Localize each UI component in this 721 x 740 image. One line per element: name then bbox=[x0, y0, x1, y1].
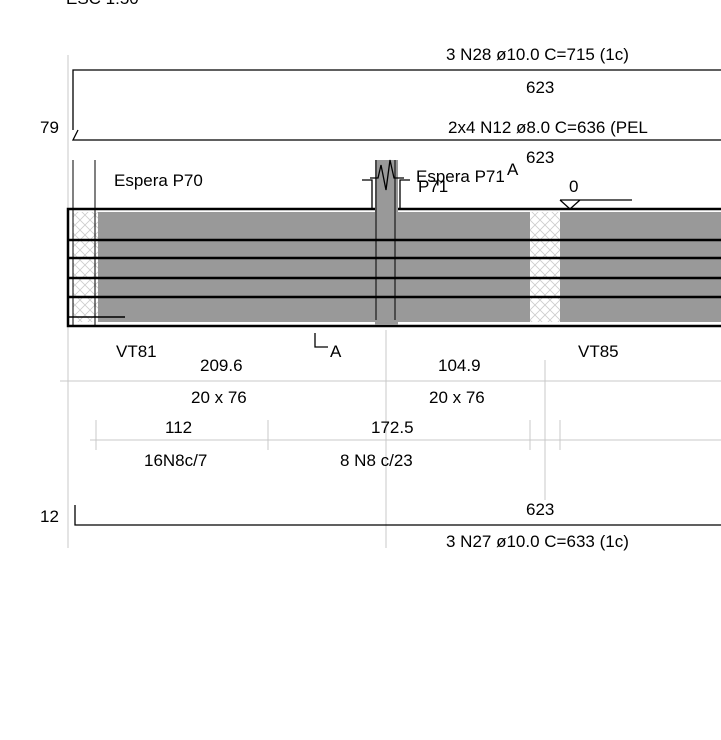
stirrup-spec: 8 N8 c/23 bbox=[340, 451, 413, 470]
scale: ESC 1:50 bbox=[66, 0, 139, 8]
section-bottom: A bbox=[330, 342, 342, 361]
stirrup-length: 112 bbox=[165, 418, 192, 437]
bottom-bar-length: 623 bbox=[526, 500, 554, 519]
span-section: 20 x 76 bbox=[191, 388, 247, 407]
pillar-label: P71 bbox=[418, 177, 448, 196]
span-section: 20 x 76 bbox=[429, 388, 485, 407]
skin-bar-label: 2x4 N12 ø8.0 C=636 (PEL bbox=[448, 118, 648, 137]
top-bar-length: 623 bbox=[526, 78, 554, 97]
stirrup-length: 172.5 bbox=[371, 418, 414, 437]
section-top: A bbox=[507, 160, 519, 179]
top-bar-hook: 79 bbox=[40, 118, 59, 137]
support-right: VT85 bbox=[578, 342, 619, 361]
bottom-bar-hook: 12 bbox=[40, 507, 59, 526]
espera-p70: Espera P70 bbox=[114, 171, 203, 190]
beam-drawing: ESC 1:50 3 N28 ø10.0 C=715 (1c) 623 79 2… bbox=[0, 0, 721, 740]
span-length: 104.9 bbox=[438, 356, 481, 375]
stirrup-spec: 16N8c/7 bbox=[144, 451, 207, 470]
span-length: 209.6 bbox=[200, 356, 243, 375]
skin-bar-length: 623 bbox=[526, 148, 554, 167]
level: 0 bbox=[569, 177, 578, 196]
top-bar-label: 3 N28 ø10.0 C=715 (1c) bbox=[446, 45, 629, 64]
bottom-bar-label: 3 N27 ø10.0 C=633 (1c) bbox=[446, 532, 629, 551]
support-left: VT81 bbox=[116, 342, 157, 361]
